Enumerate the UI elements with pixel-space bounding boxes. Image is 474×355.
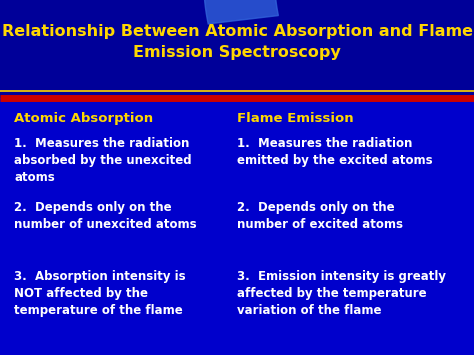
Text: 2.  Depends only on the
number of unexcited atoms: 2. Depends only on the number of unexcit…: [14, 201, 197, 231]
Polygon shape: [204, 0, 455, 24]
Text: 2.  Depends only on the
number of excited atoms: 2. Depends only on the number of excited…: [237, 201, 403, 231]
Bar: [0, 0, 474, 98]
Text: Atomic Absorption: Atomic Absorption: [14, 112, 154, 125]
Text: 3.  Emission intensity is greatly
affected by the temperature
variation of the f: 3. Emission intensity is greatly affecte…: [237, 270, 446, 317]
Text: Flame Emission: Flame Emission: [237, 112, 354, 125]
Text: 1.  Measures the radiation
emitted by the excited atoms: 1. Measures the radiation emitted by the…: [237, 137, 433, 167]
Text: Relationship Between Atomic Absorption and Flame
Emission Spectroscopy: Relationship Between Atomic Absorption a…: [1, 24, 473, 60]
Text: 1.  Measures the radiation
absorbed by the unexcited
atoms: 1. Measures the radiation absorbed by th…: [14, 137, 192, 184]
Text: 3.  Absorption intensity is
NOT affected by the
temperature of the flame: 3. Absorption intensity is NOT affected …: [14, 270, 186, 317]
